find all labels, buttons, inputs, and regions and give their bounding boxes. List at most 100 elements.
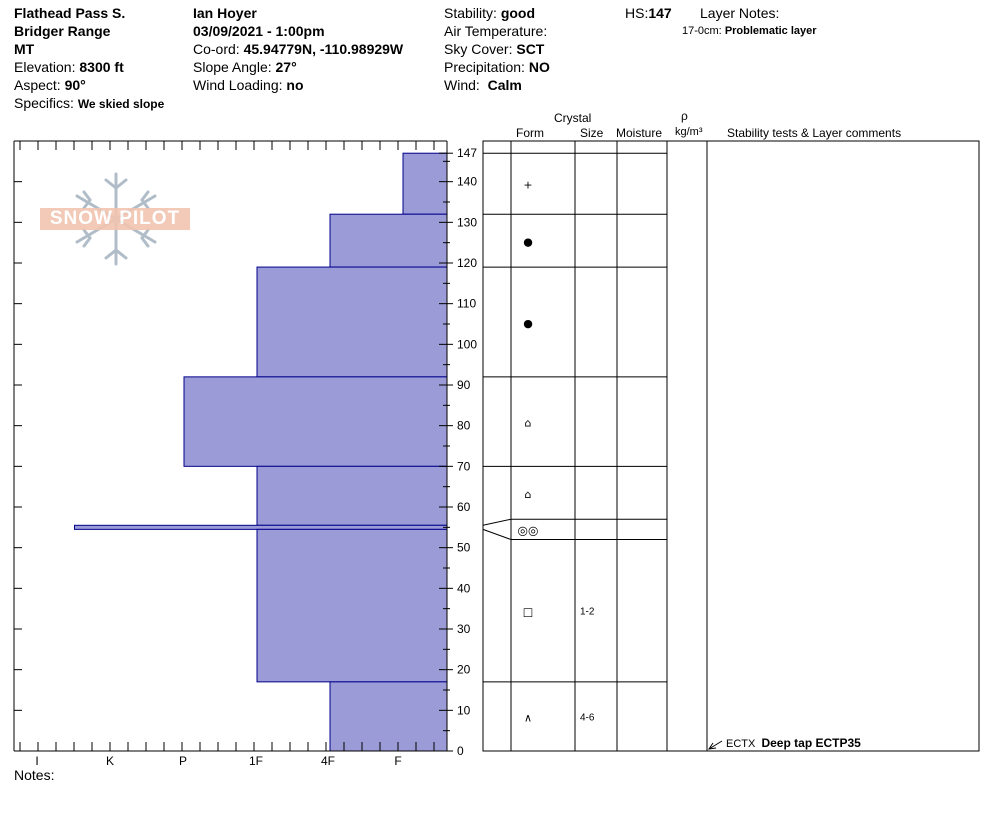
elevation-row: Elevation: 8300 ft <box>14 58 124 76</box>
crystal-form-symbol: + <box>523 179 532 192</box>
crystal-form-symbol: ∧ <box>524 711 532 724</box>
range-name: Bridger Range <box>14 23 111 39</box>
snowpilot-watermark: SNOW PILOT <box>38 170 198 268</box>
x-tick-label: K <box>106 754 114 768</box>
wind-value: Calm <box>487 77 522 93</box>
crystal-form-symbol: ● <box>523 236 533 249</box>
y-tick-label: 60 <box>457 500 471 514</box>
watermark-text: SNOW PILOT <box>40 208 190 230</box>
y-tick-label: 80 <box>457 419 471 433</box>
y-tick-label: 40 <box>457 581 471 595</box>
y-tick-label: 30 <box>457 622 471 636</box>
layer-note: 17-0cm: Problematic layer <box>682 22 817 40</box>
rho-header: ρ <box>681 109 688 123</box>
crystal-size: 4-6 <box>580 712 595 723</box>
crystal-form-symbol: ◎◎ <box>518 523 539 537</box>
density-unit-header: kg/m³ <box>675 126 703 138</box>
stability-value: good <box>500 5 536 21</box>
aspect-label: Aspect: <box>14 77 61 93</box>
layer-note-text: Problematic layer <box>724 25 817 37</box>
x-tick-label: 4F <box>321 754 335 768</box>
y-tick-label: 90 <box>457 378 471 392</box>
coord-row: Co-ord: 45.94779N, -110.98929W <box>193 40 403 58</box>
crystal-form-symbol: □ <box>523 606 533 619</box>
sky-row: Sky Cover: SCT <box>444 40 544 58</box>
hs-label: HS: <box>625 5 649 21</box>
stability-row: Stability: good <box>444 4 535 22</box>
wind-loading-row: Wind Loading: no <box>193 76 304 94</box>
y-tick-label: 140 <box>457 175 477 189</box>
stability-test-result: ECTX Deep tap ECTP35 <box>726 734 861 753</box>
aspect-row: Aspect: 90° <box>14 76 86 94</box>
hardness-bars <box>74 152 448 752</box>
crystal-header: Crystal <box>554 111 592 125</box>
hardness-bar <box>256 528 448 683</box>
aspect-value: 90° <box>64 77 86 93</box>
layer-note-range: 17-0cm: <box>682 25 722 37</box>
x-tick-label: P <box>179 754 187 768</box>
moisture-header: Moisture <box>616 126 663 140</box>
state-name: MT <box>14 41 35 57</box>
slope-label: Slope Angle: <box>193 59 272 75</box>
x-tick-label: 1F <box>249 754 263 768</box>
y-tick-label: 0 <box>457 744 464 758</box>
coord-value: 45.94779N, -110.98929W <box>243 41 404 57</box>
layer-connector <box>482 518 512 526</box>
y-tick-label: 100 <box>457 337 477 351</box>
y-tick-label: 10 <box>457 703 471 717</box>
y-tick-label: 50 <box>457 541 471 555</box>
stability-label: Stability: <box>444 5 497 21</box>
test-arrow <box>708 740 723 750</box>
sky-label: Sky Cover: <box>444 41 513 57</box>
layer-table: + ● ● ⌂ ⌂ ◎◎ □ 1-2 ∧ 4-6 <box>482 140 980 752</box>
y-tick-label: 110 <box>457 297 476 311</box>
specifics-label: Specifics: <box>14 95 74 111</box>
comments-header: Stability tests & Layer comments <box>727 126 902 140</box>
specifics-row: Specifics: We skied slope <box>14 94 164 113</box>
slope-row: Slope Angle: 27° <box>193 58 297 76</box>
test-text: Deep tap ECTP35 <box>761 736 861 750</box>
crystal-size: 1-2 <box>580 607 595 618</box>
observer-name: Ian Hoyer <box>193 5 257 21</box>
x-tick-label: I <box>35 754 38 768</box>
crystal-form-symbol: ● <box>523 317 533 330</box>
wind-label: Wind: <box>444 77 480 93</box>
air-temp-label: Air Temperature: <box>444 23 548 39</box>
hardness-bar <box>183 376 448 467</box>
y-tick-label: 120 <box>457 256 477 270</box>
y-tick-label: 20 <box>457 663 471 677</box>
notes-label: Notes: <box>14 767 55 783</box>
test-code: ECTX <box>726 738 756 750</box>
precip-value: NO <box>528 59 550 75</box>
y-tick-label: 70 <box>457 459 471 473</box>
test-arrow-head <box>707 742 717 750</box>
hs-value: 147 <box>648 5 672 21</box>
hs-row: HS:147 <box>625 4 672 22</box>
slope-value: 27° <box>275 59 297 75</box>
y-tick-label: 147 <box>457 146 477 160</box>
layer-notes-label: Layer Notes: <box>700 5 780 21</box>
elevation-label: Elevation: <box>14 59 76 75</box>
coord-label: Co-ord: <box>193 41 240 57</box>
precip-row: Precipitation: NO <box>444 58 550 76</box>
hardness-bar <box>256 266 448 378</box>
hardness-bar <box>402 152 448 215</box>
crystal-form-symbol: ⌂ <box>525 417 532 430</box>
y-tick-label: 130 <box>457 215 477 229</box>
hardness-bar <box>74 524 448 530</box>
specifics-value: We skied slope <box>77 97 165 111</box>
hardness-bar <box>256 465 448 526</box>
x-tick-label: F <box>394 754 401 768</box>
table-border <box>482 140 980 752</box>
precip-label: Precipitation: <box>444 59 525 75</box>
form-header: Form <box>516 126 544 140</box>
crystal-form-symbol: ⌂ <box>525 488 532 501</box>
observation-datetime: 03/09/2021 - 1:00pm <box>193 23 325 39</box>
wind-row: Wind: Calm <box>444 76 522 94</box>
location-name: Flathead Pass S. <box>14 5 126 21</box>
sky-value: SCT <box>516 41 545 57</box>
wind-loading-value: no <box>286 77 304 93</box>
chart-frame: 0 10 20 30 40 50 60 70 80 90 100 110 120 130 140 147 I K P… <box>13 140 477 768</box>
elevation-value: 8300 ft <box>79 59 124 75</box>
